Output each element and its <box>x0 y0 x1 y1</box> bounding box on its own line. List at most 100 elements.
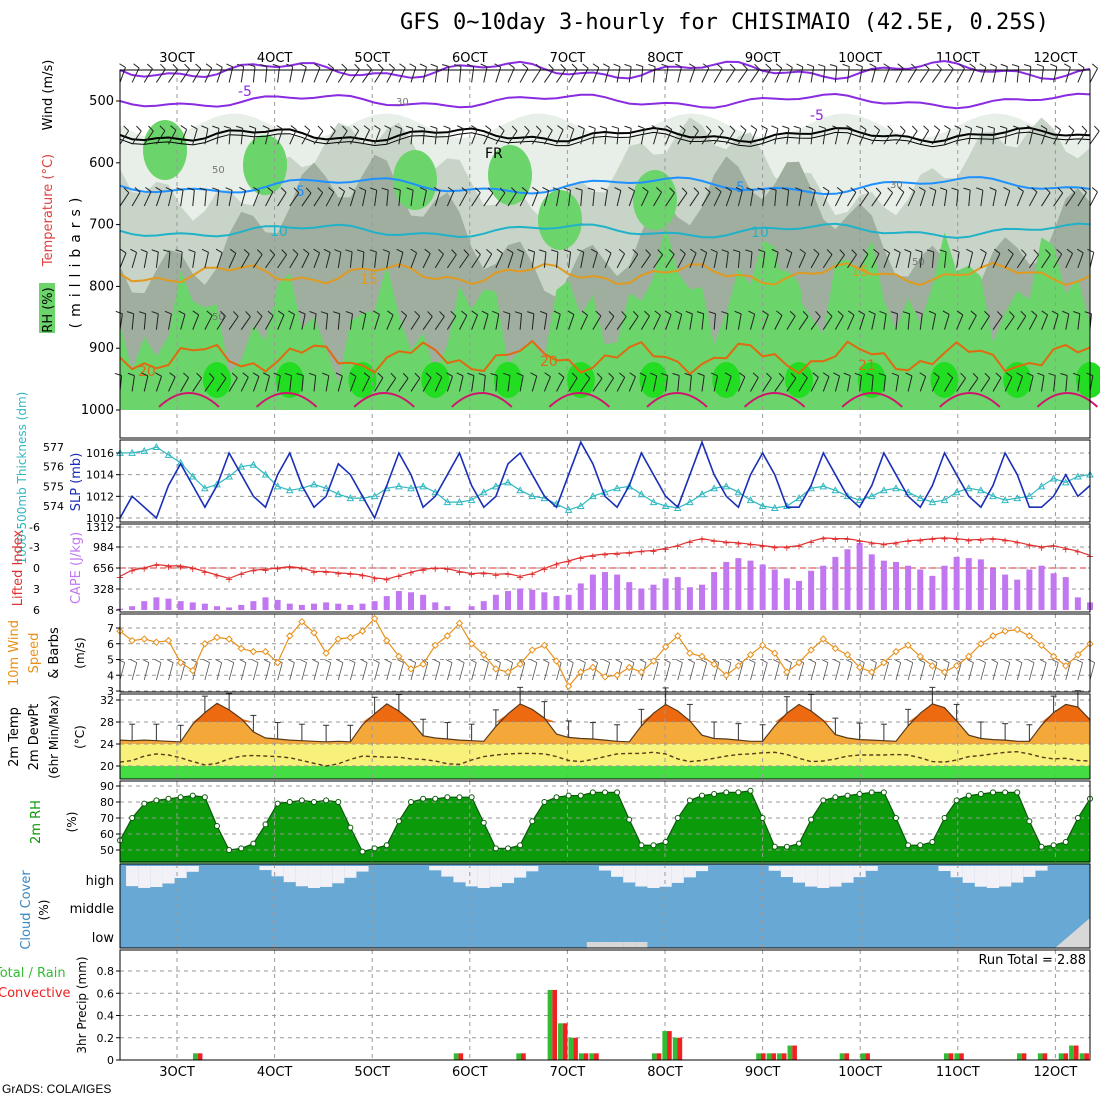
wind-barb <box>313 313 317 330</box>
lifted-index-point: + <box>480 569 488 580</box>
wind-barb-flag <box>904 249 912 253</box>
cape-bar <box>796 580 802 610</box>
wind-speed-point <box>346 633 355 642</box>
wind-barb-flag <box>599 125 607 129</box>
wind-barb <box>531 191 539 207</box>
wind-barb-flag <box>611 125 619 129</box>
contour-label: 30 <box>890 180 903 191</box>
rh2m-point <box>699 792 705 799</box>
wind-barb-flag <box>151 249 159 253</box>
x-tick-label-top: 9OCT <box>745 51 781 66</box>
lifted-index-point: + <box>843 535 851 546</box>
wind-barb <box>374 190 378 207</box>
precip-bar-total <box>651 1053 657 1060</box>
wind-barb-flag <box>980 248 987 254</box>
wind-barb-flag <box>926 249 934 253</box>
rh2m-point <box>468 794 475 801</box>
precip-bar-convective <box>948 1053 954 1060</box>
wind-barb <box>301 66 307 83</box>
wind-barb-flag <box>1033 249 1039 256</box>
wind-barb <box>446 128 451 145</box>
wind-barb <box>847 128 853 145</box>
wind-barb <box>434 376 443 392</box>
thickness-point <box>273 482 282 490</box>
wind-barb-flag <box>341 63 348 70</box>
lifted-index-point: + <box>649 547 657 558</box>
wind-barb <box>1028 315 1038 330</box>
precip-bar-convective <box>552 989 558 1060</box>
thickness-point <box>734 488 743 496</box>
temp-fill-red <box>120 703 1090 722</box>
wind-barb-flag <box>715 186 722 193</box>
wind-barb <box>1041 375 1045 392</box>
cloud-high-gap <box>332 866 345 884</box>
wind-barb <box>471 314 478 330</box>
wind-speed-point <box>722 671 730 679</box>
wind-barb-flag <box>461 187 468 193</box>
rh2m-point <box>153 797 160 804</box>
wind-barb-flag <box>850 187 857 193</box>
cloud-high-gap <box>441 866 454 877</box>
cloud-low-gap <box>635 942 648 948</box>
lifted-index-point: + <box>492 570 500 581</box>
wind-barb-flag <box>560 63 566 70</box>
y-label-precip-total: Total / Rain <box>0 966 66 981</box>
wind-barb-flag <box>1048 372 1056 377</box>
cape-bar <box>880 560 887 610</box>
wind-barb <box>543 251 547 268</box>
wind-barb-flag <box>624 63 632 68</box>
wind-barb <box>883 130 894 145</box>
rh2m-point <box>953 797 960 804</box>
wind-barb-flag <box>524 125 530 132</box>
wind-barb-flag <box>305 187 312 194</box>
wind-barb-flag <box>542 186 549 192</box>
wind-barb <box>1028 128 1034 145</box>
wind-barb <box>446 662 453 681</box>
wind-barb-flag <box>155 186 162 192</box>
wind-barb <box>240 253 250 269</box>
wind-barb <box>640 376 647 392</box>
wind-barb <box>252 66 256 83</box>
contour-label: 50 <box>212 312 225 323</box>
wind-barb-flag <box>894 659 901 663</box>
y-tick-label-rh: 60 <box>100 828 114 841</box>
wind-barb <box>1016 254 1027 269</box>
cape-bar <box>893 561 899 610</box>
y-tick-label-slp: 1012 <box>86 490 114 503</box>
cape-bar <box>323 602 330 610</box>
wind-barb <box>701 662 708 681</box>
wind-barb-flag <box>648 63 656 68</box>
cape-bar <box>529 589 536 610</box>
wind-barb-flag <box>148 125 154 132</box>
wind-barb <box>834 662 841 681</box>
wind-barb-flag <box>897 63 904 69</box>
wind-barb <box>337 375 343 392</box>
wind-barb <box>1041 129 1048 145</box>
precip-bar-convective <box>197 1053 203 1060</box>
wind-barb <box>325 130 336 145</box>
wind-barb <box>640 128 645 145</box>
y-tick-label-thickness: 575 <box>43 480 64 493</box>
thickness-point <box>698 490 706 498</box>
thickness-point <box>467 496 476 504</box>
thickness-point <box>188 472 197 480</box>
wind-barb <box>1089 252 1095 268</box>
precip-bar-convective <box>865 1053 870 1060</box>
wind-barb <box>301 375 304 392</box>
lifted-index-point: + <box>540 565 548 576</box>
rh2m-point <box>323 797 330 804</box>
wind-speed-point <box>613 671 621 679</box>
wind-barb <box>931 190 937 207</box>
wind-barb-flag <box>328 187 335 193</box>
wind-barb-flag <box>400 310 407 317</box>
precip-bar-total <box>568 1037 574 1060</box>
thickness-point <box>225 472 233 480</box>
wind-barb <box>1065 192 1076 207</box>
rh2m-point <box>868 789 875 796</box>
cape-bar <box>177 601 184 610</box>
wind-barb <box>737 190 743 207</box>
thickness-point <box>237 462 246 470</box>
lifted-index-point: + <box>213 571 221 582</box>
wind-barb-flag <box>506 659 513 663</box>
wind-speed-point <box>771 649 779 657</box>
